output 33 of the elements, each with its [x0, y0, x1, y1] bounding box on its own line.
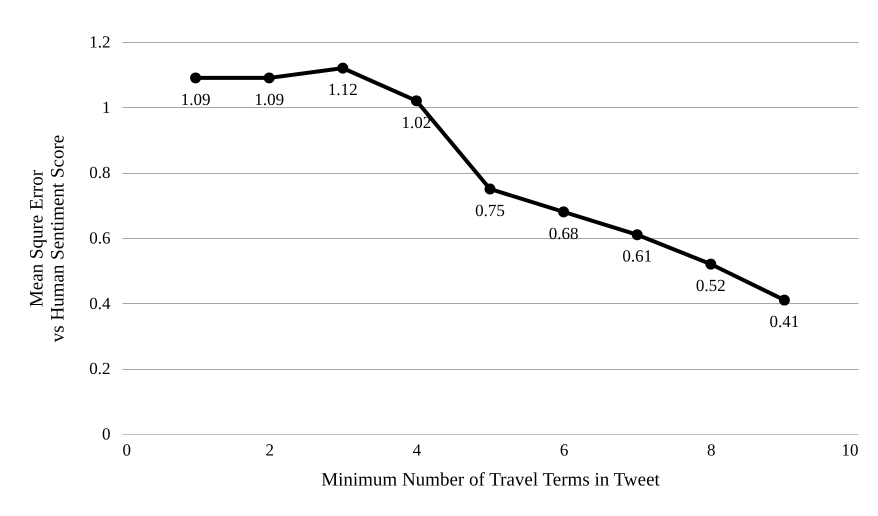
x-tick-label: 6 [560, 440, 568, 460]
y-tick-label: 0.6 [89, 228, 110, 248]
data-label: 0.75 [475, 201, 505, 220]
point [410, 95, 422, 106]
y-tick-label: 1 [102, 98, 110, 117]
y-tick-label: 0 [102, 424, 110, 444]
data-label: 0.61 [622, 246, 652, 266]
point [484, 184, 496, 194]
data-label: 0.52 [696, 276, 726, 296]
y-tick-label: 0.4 [89, 294, 111, 313]
data-label: 0.68 [548, 224, 578, 243]
x-tick-label: 10 [842, 440, 858, 460]
point [632, 229, 643, 240]
data-label: 1.09 [180, 90, 210, 109]
point [778, 294, 790, 306]
point [705, 258, 716, 270]
y-axis-title: Mean Squre Error vs Human Sentiment Score [26, 134, 68, 342]
point [337, 62, 348, 74]
y-tick-label: 0.8 [89, 163, 110, 182]
data-label: 1.02 [402, 112, 432, 132]
x-tick-label: 4 [412, 440, 422, 460]
y-tick-label: 1.2 [89, 32, 110, 52]
x-tick-label: 2 [265, 440, 274, 460]
x-axis-title: Minimum Number of Travel Terms in Tweet [321, 470, 661, 490]
point [558, 206, 570, 218]
x-tick-label: 0 [122, 440, 131, 460]
data-label: 0.41 [770, 312, 800, 332]
data-label: 1.09 [254, 90, 284, 109]
y-tick-label: 0.2 [89, 359, 110, 378]
data-label: 1.12 [328, 80, 358, 100]
point [190, 72, 202, 84]
point [264, 72, 275, 84]
x-tick-label: 8 [707, 440, 716, 460]
